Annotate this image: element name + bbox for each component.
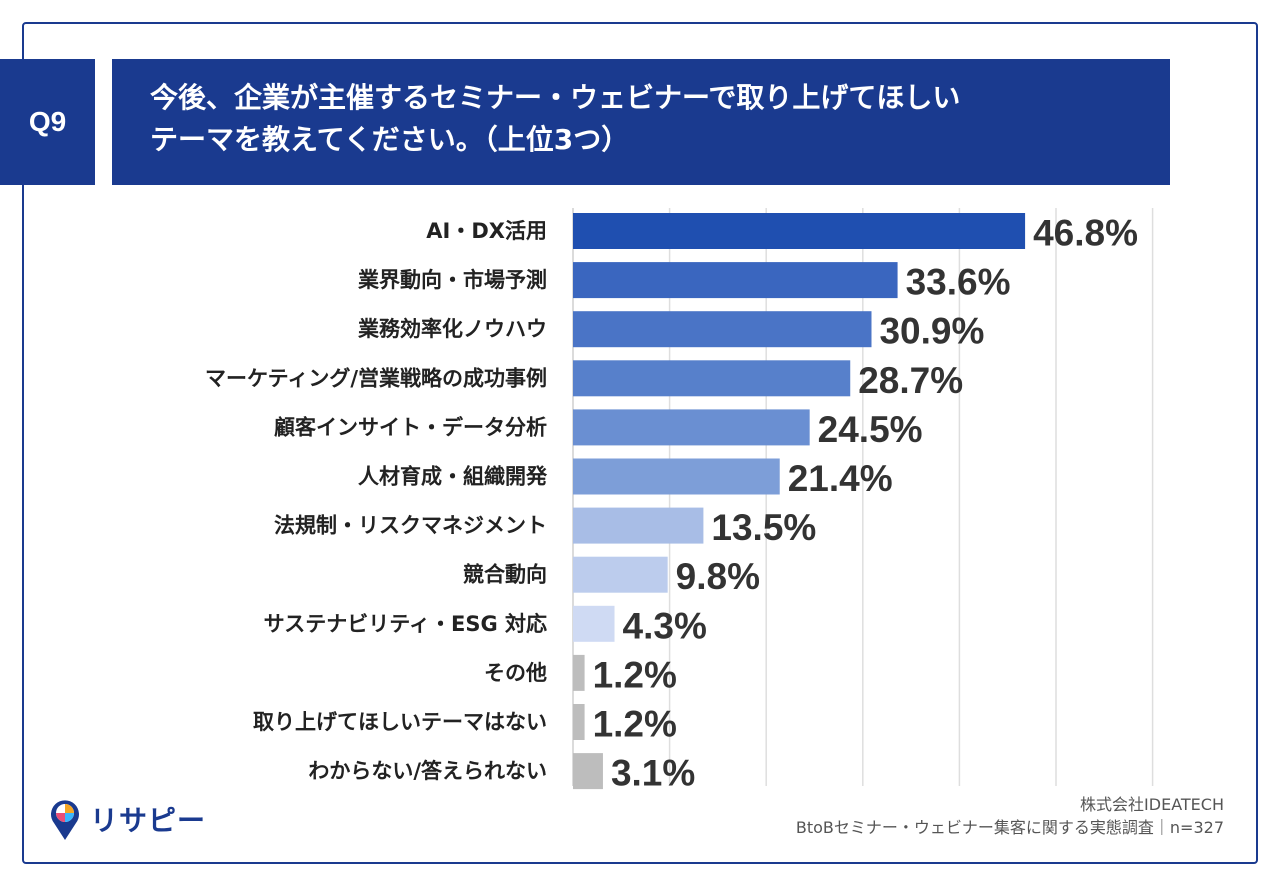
category-label: AI・DX活用	[426, 219, 547, 243]
value-label: 46.8%	[1033, 213, 1138, 254]
category-label: わからない/答えられない	[308, 759, 547, 783]
category-label: サステナビリティ・ESG 対応	[264, 612, 547, 636]
bar	[573, 311, 872, 348]
bar	[573, 213, 1026, 249]
bar	[573, 409, 810, 446]
question-title-line1: 今後、企業が主催するセミナー・ウェビナーで取り上げてほしい	[150, 81, 961, 114]
category-label: 業務効率化ノウハウ	[358, 317, 547, 341]
question-badge: Q9	[0, 59, 95, 185]
question-title: 今後、企業が主催するセミナー・ウェビナーで取り上げてほしい テーマを教えてくださ…	[112, 59, 1170, 185]
category-label: 人材育成・組織開発	[358, 465, 548, 489]
value-label: 21.4%	[788, 458, 893, 499]
logo: リサピー	[48, 796, 206, 842]
category-label: 法規制・リスクマネジメント	[274, 514, 547, 538]
value-label: 30.9%	[879, 311, 984, 352]
category-label: マーケティング/営業戦略の成功事例	[205, 366, 547, 390]
category-label: その他	[484, 661, 547, 685]
footer-survey: BtoBセミナー・ウェビナー集客に関する実態調査｜n=327	[795, 818, 1224, 837]
footer: 株式会社IDEATECH BtoBセミナー・ウェビナー集客に関する実態調査｜n=…	[796, 793, 1224, 839]
bar	[573, 704, 585, 740]
value-label: 13.5%	[711, 507, 816, 548]
category-label: 取り上げてほしいテーマはない	[253, 710, 547, 734]
value-label: 9.8%	[676, 556, 760, 597]
map-pin-icon	[51, 800, 79, 840]
category-label: 顧客インサイト・データ分析	[274, 415, 547, 439]
bar	[573, 262, 898, 299]
value-label: 3.1%	[611, 753, 695, 794]
value-label: 1.2%	[593, 704, 677, 745]
question-title-line2: テーマを教えてください。（上位3つ）	[150, 123, 630, 156]
logo-text: リサピー	[90, 804, 207, 837]
bar	[573, 654, 585, 691]
bar	[573, 605, 615, 642]
bar	[573, 556, 668, 593]
value-label: 24.5%	[818, 409, 923, 450]
category-label: 競合動向	[463, 563, 547, 587]
value-label: 33.6%	[906, 262, 1011, 303]
value-label: 4.3%	[623, 605, 707, 646]
category-label: 業界動向・市場予測	[358, 268, 547, 292]
chart-frame	[22, 22, 1258, 864]
bar	[573, 360, 851, 397]
bar	[573, 753, 603, 790]
bar	[573, 507, 704, 544]
bar	[573, 458, 780, 495]
value-label: 28.7%	[858, 360, 963, 401]
footer-company: 株式会社IDEATECH	[1080, 795, 1224, 814]
value-label: 1.2%	[593, 654, 677, 695]
